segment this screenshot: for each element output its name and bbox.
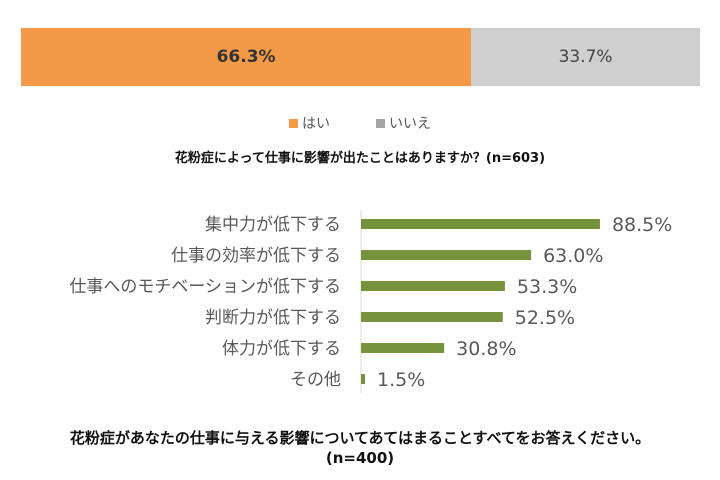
horizontal-bar-chart: 集中力が低下する 88.5% 仕事の効率が低下する 63.0% 仕事へのモチベーションが…: [69, 210, 672, 393]
category-label: 仕事へのモチベーションが低下する: [69, 277, 341, 297]
bar: [361, 374, 366, 384]
category-label: 集中力が低下する: [205, 215, 341, 235]
category-label: 判断力が低下する: [205, 308, 341, 328]
legend-item-no: いいえ: [376, 113, 431, 133]
bar-chart-title: 花粉症があなたの仕事に与える影響についてあてはまることすべてをお答えください。 …: [0, 428, 720, 468]
stacked-bar: 66.3% 33.7%: [21, 28, 700, 86]
bar-chart-subtitle: (n=400): [325, 449, 395, 467]
value-label: 88.5%: [612, 214, 672, 236]
data-label-no: 33.7%: [558, 47, 613, 67]
category-label: 体力が低下する: [222, 339, 341, 359]
bar-segment-yes: 66.3%: [21, 28, 472, 86]
value-label: 52.5%: [515, 307, 575, 329]
value-label: 63.0%: [543, 245, 603, 267]
legend: はい いいえ: [0, 113, 720, 133]
bar: [361, 281, 505, 291]
value-label: 1.5%: [377, 369, 425, 391]
bar: [361, 250, 532, 260]
category-label: その他: [290, 370, 341, 390]
bar: [361, 343, 445, 353]
legend-item-yes: はい: [289, 113, 330, 133]
bar: [361, 312, 503, 322]
bar-segment-no: 33.7%: [471, 28, 700, 86]
legend-swatch-yes: [289, 118, 298, 128]
category-label: 仕事の効率が低下する: [171, 246, 341, 266]
stacked-chart-title: 花粉症によって仕事に影響が出たことはありますか？(n=603): [174, 151, 546, 166]
data-label-yes: 66.3%: [216, 47, 276, 67]
value-label: 30.8%: [456, 338, 516, 360]
value-label: 53.3%: [517, 276, 577, 298]
legend-label-yes: はい: [302, 116, 330, 132]
legend-swatch-no: [376, 118, 385, 128]
legend-label-no: いいえ: [389, 116, 431, 132]
bar-chart-title-text: 花粉症があなたの仕事に与える影響についてあてはまることすべてをお答えください。: [69, 429, 651, 447]
bar: [361, 219, 600, 229]
